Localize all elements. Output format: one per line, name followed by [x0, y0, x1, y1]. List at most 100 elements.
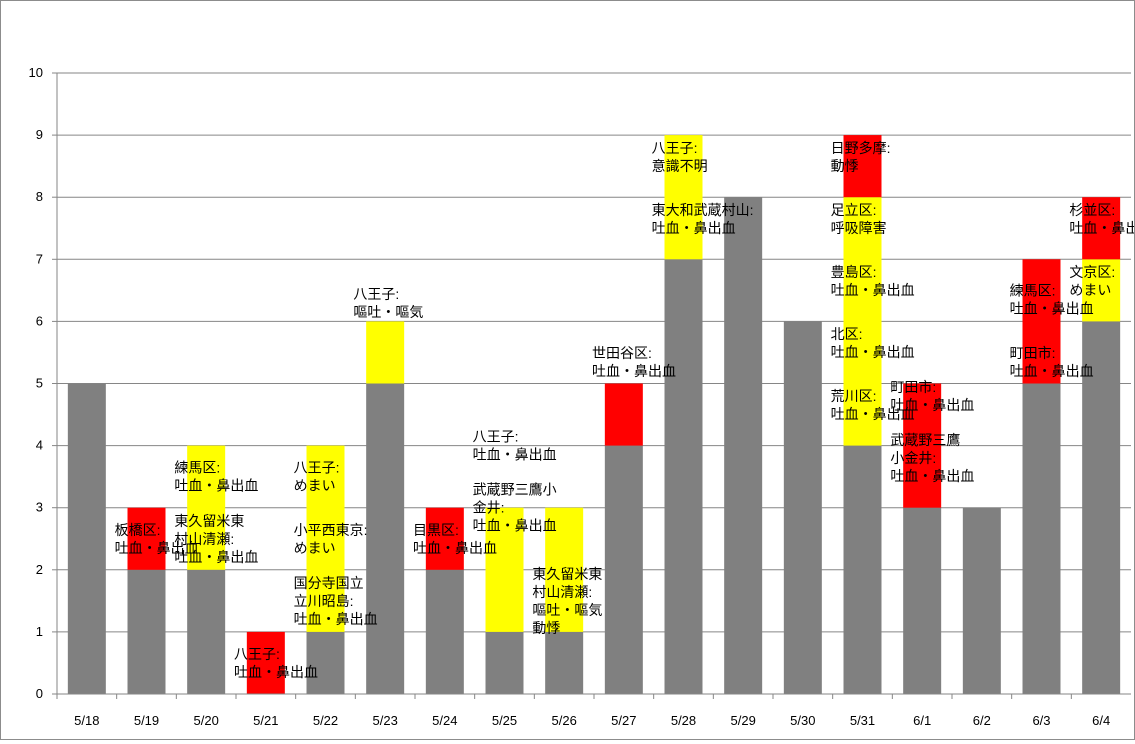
annotation-line: 吐血・鼻出血 — [294, 611, 378, 627]
bar-segment-red — [246, 631, 285, 694]
annotation-label: 小平西東京: めまい — [294, 522, 368, 556]
x-tick-label: 5/20 — [194, 713, 219, 728]
x-tick-labels: 5/18 5/19 5/20 5/21 5/22 5/23 5/24 5/25 5/26 5/27… — [56, 694, 1110, 728]
annotation-line: 吐血・鼻出血 — [473, 518, 557, 534]
x-tick-label: 5/27 — [611, 713, 636, 728]
annotation-label: 八王子: 吐血・鼻出血 — [473, 429, 557, 463]
annotation-line: 吐血・鼻出血 — [831, 344, 915, 360]
x-tick-label: 5/29 — [731, 713, 756, 728]
annotation-line: 八王子: — [652, 140, 698, 156]
annotation-line: 八王子: — [353, 286, 399, 302]
annotation-line: 村山清瀬: — [532, 584, 592, 600]
gridlines — [52, 72, 1131, 695]
annotation-line: 杉並区: — [1069, 202, 1115, 218]
y-tick-label: 10 — [29, 65, 43, 80]
bar-segment-yellow — [843, 197, 882, 446]
bar-segment-gray — [67, 383, 106, 694]
annotation-line: 吐血・鼻出血 — [890, 397, 974, 413]
annotation-line: 呼吸障害 — [831, 220, 887, 236]
annotation-label: 杉並区: 吐血・鼻出血 — [1069, 202, 1134, 236]
y-tick-label: 8 — [36, 189, 43, 204]
annotation-label: 町田市: 吐血・鼻出血 — [890, 379, 974, 413]
annotation-line: 吐血・鼻出血 — [831, 406, 915, 422]
bar-segment-red — [843, 135, 882, 198]
x-tick-label: 5/23 — [373, 713, 398, 728]
annotation-line: 嘔吐・嘔気 — [532, 602, 602, 618]
annotation-line: 吐血・鼻出血 — [652, 220, 736, 236]
bar-segment-red — [127, 507, 166, 570]
x-tick-label: 5/26 — [552, 713, 577, 728]
annotation-line: 意識不明 — [652, 158, 708, 174]
annotation-line: 武蔵野三鷹 — [890, 432, 960, 448]
bar-segment-yellow — [1082, 259, 1121, 322]
annotation-line: 文京区: — [1069, 264, 1115, 280]
bar-segment-gray — [187, 569, 226, 694]
annotation-line: 世田谷区: — [592, 345, 652, 361]
annotation-line: 動悸 — [831, 158, 859, 174]
annotation-line: 吐血・鼻出血 — [234, 664, 318, 680]
annotation-line: 足立区: — [831, 202, 877, 218]
bar-segment-gray — [425, 569, 464, 694]
bar-segment-red — [1082, 197, 1121, 260]
x-tick-label: 5/31 — [850, 713, 875, 728]
annotation-label: 町田市: 吐血・鼻出血 — [1010, 345, 1094, 379]
annotation-line: 吐血・鼻出血 — [473, 447, 557, 463]
annotation-line: 嘔吐・嘔気 — [353, 304, 423, 320]
annotation-line: 小平西東京: — [294, 522, 368, 538]
annotation-line: 吐血・鼻出血 — [890, 468, 974, 484]
annotation-line: 町田市: — [890, 379, 936, 395]
annotation-line: 日野多摩: — [831, 140, 891, 156]
annotation-line: 東久留米東 — [174, 513, 244, 529]
y-tick-label: 7 — [36, 251, 43, 266]
bar-segment-gray — [903, 507, 942, 694]
annotation-line: 金井: — [473, 500, 505, 516]
annotation-label: 武蔵野三鷹小金井: 吐血・鼻出血 — [890, 432, 974, 484]
bar-segment-gray — [1082, 321, 1121, 694]
bar-segment-gray — [127, 569, 166, 694]
annotation-label: 東久留米東村山清瀬: 吐血・鼻出血 — [174, 513, 258, 565]
annotation-label: 足立区: 呼吸障害 — [831, 202, 887, 236]
y-tick-label: 1 — [36, 624, 43, 639]
annotation-label: 練馬区: 吐血・鼻出血 — [174, 460, 258, 494]
bar-segments — [67, 135, 1121, 694]
bar-segment-yellow — [187, 445, 226, 570]
y-tick-labels: 0 1 2 3 4 5 6 7 8 9 10 — [29, 65, 43, 701]
bar-segment-gray — [485, 631, 524, 694]
annotation-line: 立川昭島: — [294, 593, 354, 609]
annotation-label: 東久留米東村山清瀬: 嘔吐・嘔気動悸 — [532, 566, 602, 636]
x-tick-label: 6/1 — [913, 713, 931, 728]
annotation-line: 吐血・鼻出血 — [1010, 301, 1094, 317]
bar-segment-yellow — [664, 135, 703, 260]
bar-segment-yellow — [485, 507, 524, 632]
annotation-label: 東大和武蔵村山: 吐血・鼻出血 — [652, 202, 754, 236]
bar-segment-yellow — [306, 445, 345, 632]
bar-segment-gray — [724, 197, 763, 694]
x-tick-label: 6/4 — [1092, 713, 1110, 728]
annotation-line: 町田市: — [1010, 345, 1056, 361]
bar-segment-red — [903, 383, 942, 508]
annotation-line: 練馬区: — [1010, 283, 1056, 299]
annotation-label: 八王子: 意識不明 — [652, 140, 708, 174]
bar-segment-gray — [1022, 383, 1061, 694]
annotation-label: 豊島区: 吐血・鼻出血 — [831, 264, 915, 298]
x-tick-label: 5/30 — [790, 713, 815, 728]
annotation-line: 吐血・鼻出血 — [831, 282, 915, 298]
annotation-line: 吐血・鼻出血 — [174, 549, 258, 565]
annotation-label: 武蔵野三鷹小金井: 吐血・鼻出血 — [473, 482, 557, 534]
bar-segment-gray — [962, 507, 1001, 694]
bar-segment-gray — [306, 631, 345, 694]
annotation-label: 文京区: めまい — [1069, 264, 1115, 298]
annotation-line: めまい — [294, 478, 336, 494]
x-tick-label: 5/21 — [253, 713, 278, 728]
bar-segment-red — [1022, 259, 1061, 384]
bar-segment-gray — [783, 321, 822, 694]
annotation-line: 吐血・鼻出血 — [1010, 363, 1094, 379]
annotation-line: 八王子: — [473, 429, 519, 445]
x-tick-label: 5/24 — [432, 713, 457, 728]
annotation-line: 村山清瀬: — [174, 531, 234, 547]
annotation-label: 荒川区: 吐血・鼻出血 — [831, 388, 915, 422]
annotation-label: 八王子: めまい — [294, 460, 340, 494]
annotation-label: 目黒区: 吐血・鼻出血 — [413, 522, 497, 556]
bar-segment-gray — [664, 259, 703, 694]
